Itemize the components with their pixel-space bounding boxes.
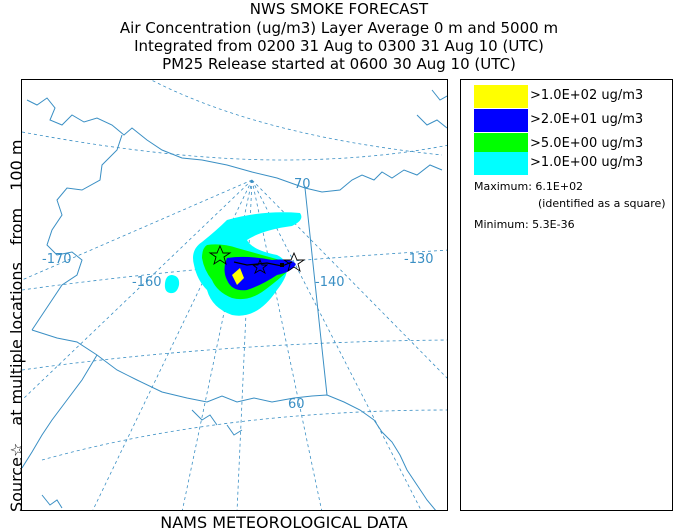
maximum-value: Maximum: 6.1E+02 <box>474 180 584 193</box>
latitude-label: 70 <box>294 177 311 192</box>
legend-label: >5.0E+00 ug/m3 <box>530 136 644 151</box>
legend-label: >1.0E+00 ug/m3 <box>530 155 644 170</box>
legend-swatch <box>474 109 528 132</box>
longitude-label: -130 <box>404 252 434 267</box>
map-panel: -170 -160 -140 -130 70 60 <box>21 79 448 511</box>
source-star <box>208 244 232 266</box>
legend-label: >1.0E+02 ug/m3 <box>530 88 644 103</box>
legend-item: >1.0E+02 ug/m3 <box>474 85 664 108</box>
minimum-value: Minimum: 5.3E-36 <box>474 218 575 231</box>
longitude-label: -170 <box>42 252 72 267</box>
legend-item: >2.0E+01 ug/m3 <box>474 109 664 132</box>
source-markers <box>208 244 306 275</box>
data-source-footer: NAMS METEOROLOGICAL DATA <box>160 513 408 532</box>
legend-item: >1.0E+00 ug/m3 <box>474 152 664 175</box>
plume-cyan-small <box>164 275 180 294</box>
plume-yellow <box>232 268 244 285</box>
subtitle-integration-period: Integrated from 0200 31 Aug to 0300 31 A… <box>134 37 544 55</box>
legend-item: >5.0E+00 ug/m3 <box>474 133 664 156</box>
subtitle-release-start: PM25 Release started at 0600 30 Aug 10 (… <box>162 55 516 73</box>
longitude-label: -160 <box>132 275 162 290</box>
legend-swatch <box>474 152 528 175</box>
map-canvas: -170 -160 -140 -130 70 60 <box>22 80 447 510</box>
source-star <box>251 258 269 275</box>
maximum-square <box>280 263 284 267</box>
subtitle-concentration: Air Concentration (ug/m3) Layer Average … <box>119 19 559 37</box>
maximum-note: (identified as a square) <box>538 197 666 210</box>
coastline <box>22 89 447 510</box>
legend-swatch <box>474 85 528 108</box>
legend-swatch <box>474 133 528 156</box>
source-cluster <box>233 261 293 267</box>
legend-label: >2.0E+01 ug/m3 <box>530 112 644 127</box>
smoke-plume <box>164 212 302 316</box>
latitude-label: 60 <box>288 397 305 412</box>
border-line <box>304 187 328 396</box>
legend-panel: >1.0E+02 ug/m3 >2.0E+01 ug/m3 >5.0E+00 u… <box>460 79 673 511</box>
graticule-labels: -170 -160 -140 -130 70 60 <box>42 177 434 412</box>
source-star <box>282 251 306 273</box>
map-title: NWS SMOKE FORECAST <box>249 0 429 18</box>
longitude-label: -140 <box>315 275 345 290</box>
